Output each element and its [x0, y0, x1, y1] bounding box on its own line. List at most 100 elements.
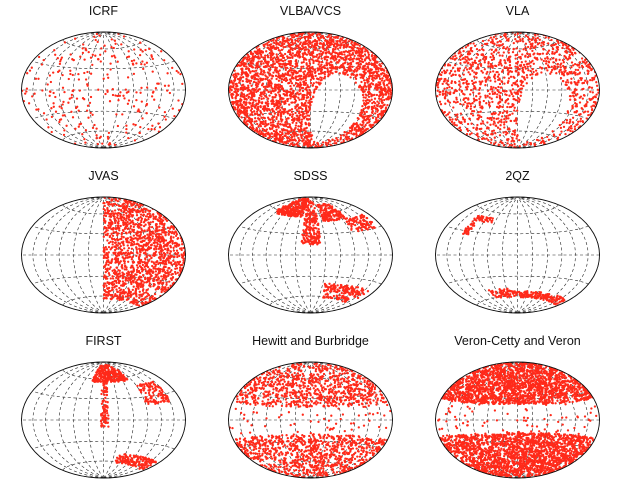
- source-point: [339, 56, 342, 59]
- source-point: [578, 66, 581, 69]
- source-point: [281, 54, 285, 57]
- source-point: [267, 40, 270, 44]
- source-point: [138, 53, 142, 57]
- source-point: [279, 84, 282, 88]
- source-point: [473, 105, 476, 109]
- source-point: [266, 97, 270, 100]
- source-point: [274, 125, 278, 129]
- source-point: [498, 96, 502, 99]
- source-point: [499, 44, 503, 47]
- source-point: [371, 101, 374, 105]
- source-point: [302, 95, 305, 98]
- source-point: [385, 98, 388, 101]
- source-point: [358, 59, 362, 63]
- source-point: [356, 61, 360, 65]
- source-point: [446, 79, 449, 82]
- source-point: [498, 134, 502, 137]
- source-point: [467, 61, 470, 64]
- source-point: [119, 91, 122, 94]
- source-point: [482, 49, 485, 52]
- source-point: [380, 79, 384, 82]
- source-point: [473, 75, 476, 78]
- source-points: [102, 197, 186, 307]
- source-point: [378, 86, 382, 89]
- source-point: [171, 66, 174, 70]
- source-point: [362, 66, 365, 69]
- source-point: [500, 80, 504, 83]
- source-point: [491, 66, 494, 69]
- source-point: [288, 81, 291, 85]
- source-point: [114, 241, 117, 244]
- source-point: [104, 50, 107, 53]
- source-point: [110, 297, 114, 300]
- source-point: [363, 125, 366, 128]
- source-point: [265, 50, 268, 53]
- source-point: [126, 244, 129, 247]
- source-point: [144, 48, 147, 52]
- source-point: [324, 49, 327, 52]
- source-point: [151, 124, 154, 127]
- source-point: [61, 86, 65, 89]
- source-point: [30, 66, 33, 69]
- source-point: [358, 129, 361, 132]
- source-point: [302, 71, 305, 74]
- source-point: [267, 81, 270, 85]
- source-point: [307, 133, 310, 136]
- source-point: [174, 264, 178, 268]
- source-point: [308, 140, 311, 143]
- source-point: [69, 69, 72, 72]
- source-point: [453, 63, 457, 67]
- source-point: [63, 114, 66, 117]
- source-point: [305, 117, 309, 121]
- source-point: [308, 101, 312, 105]
- source-point: [309, 135, 313, 138]
- source-point: [503, 123, 506, 126]
- source-point: [387, 89, 390, 92]
- source-point: [288, 94, 292, 97]
- source-point: [311, 84, 314, 87]
- source-point: [48, 74, 52, 77]
- source-point: [295, 142, 298, 146]
- source-point: [485, 102, 488, 105]
- source-point: [257, 55, 260, 58]
- source-point: [315, 40, 319, 43]
- source-point: [467, 102, 471, 105]
- source-point: [585, 102, 588, 106]
- source-point: [380, 72, 383, 76]
- source-point: [158, 256, 162, 260]
- source-point: [366, 78, 369, 81]
- source-point: [67, 101, 70, 104]
- source-point: [329, 37, 332, 40]
- source-point: [268, 51, 272, 55]
- source-point: [485, 55, 488, 59]
- source-point: [258, 114, 261, 117]
- source-point: [275, 117, 278, 121]
- source-point: [517, 36, 521, 39]
- source-point: [246, 67, 250, 70]
- source-point: [106, 135, 110, 139]
- longitude-line: [103, 31, 119, 149]
- source-point: [140, 100, 143, 103]
- source-point: [110, 232, 113, 235]
- source-point: [267, 107, 271, 111]
- source-point: [537, 139, 540, 142]
- source-point: [35, 108, 38, 111]
- source-point: [87, 50, 90, 54]
- source-point: [508, 55, 511, 59]
- source-point: [300, 98, 303, 101]
- source-point: [291, 41, 294, 44]
- source-point: [330, 66, 334, 69]
- source-point: [542, 141, 546, 144]
- source-point: [281, 110, 285, 114]
- source-point: [352, 72, 355, 76]
- source-point: [377, 97, 381, 100]
- source-point: [464, 46, 468, 49]
- source-point: [560, 71, 564, 74]
- source-point: [266, 46, 269, 50]
- source-point: [295, 108, 299, 112]
- source-point: [132, 240, 136, 244]
- source-point: [320, 78, 323, 82]
- source-point: [253, 112, 257, 115]
- source-point: [292, 84, 296, 87]
- source-point: [63, 129, 66, 132]
